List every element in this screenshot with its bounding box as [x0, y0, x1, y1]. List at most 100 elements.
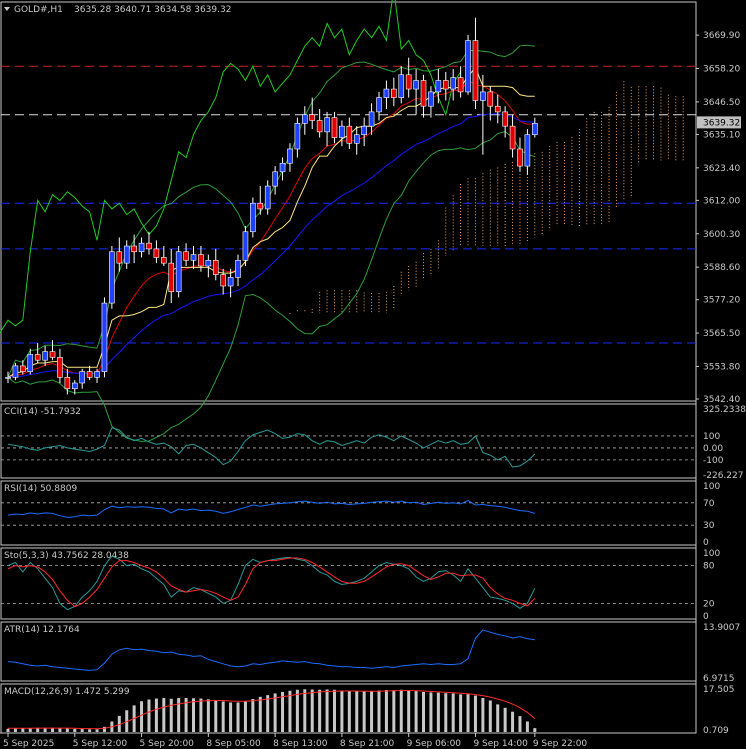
- candle[interactable]: [94, 371, 100, 378]
- candle[interactable]: [131, 245, 137, 253]
- candle[interactable]: [242, 231, 249, 261]
- candle[interactable]: [5, 377, 11, 379]
- rsi-tick-label: 70: [703, 499, 715, 509]
- candle[interactable]: [101, 302, 108, 372]
- candle[interactable]: [161, 257, 167, 264]
- price-tick-label: 3553.80: [703, 362, 740, 372]
- candles-group: [5, 17, 538, 395]
- candle[interactable]: [480, 91, 486, 101]
- candle[interactable]: [509, 125, 516, 150]
- candle[interactable]: [502, 111, 508, 127]
- candle[interactable]: [220, 274, 226, 287]
- candle[interactable]: [339, 125, 345, 138]
- macd-title: MACD(12,26,9) 1.472 5.299: [4, 687, 130, 697]
- sto-title: Sto(5,3,3) 43.7562 28.0438: [4, 551, 129, 561]
- candle[interactable]: [12, 365, 19, 378]
- chikou-span-line: [0, 0, 462, 333]
- candle[interactable]: [71, 382, 78, 390]
- candle[interactable]: [64, 377, 71, 390]
- rsi-line: [7, 500, 535, 518]
- candle[interactable]: [86, 371, 93, 378]
- candle[interactable]: [257, 202, 264, 210]
- candle[interactable]: [353, 134, 360, 144]
- candle[interactable]: [465, 40, 471, 93]
- candle[interactable]: [442, 80, 449, 90]
- sto-tick-label: 20: [703, 599, 715, 609]
- candle[interactable]: [435, 80, 442, 93]
- candle[interactable]: [57, 357, 63, 378]
- stochastic-main-line: [7, 555, 536, 611]
- candle[interactable]: [450, 77, 457, 90]
- candle[interactable]: [116, 251, 123, 264]
- candle[interactable]: [294, 123, 301, 150]
- candle[interactable]: [190, 254, 197, 261]
- candle[interactable]: [235, 259, 241, 278]
- candle[interactable]: [324, 117, 330, 133]
- candle[interactable]: [227, 277, 234, 287]
- candle[interactable]: [346, 125, 353, 144]
- candle[interactable]: [279, 162, 286, 173]
- ohlc-header: 3635.28 3640.71 3634.58 3639.32: [74, 5, 231, 15]
- candle[interactable]: [376, 97, 382, 113]
- candle[interactable]: [524, 134, 531, 167]
- candle[interactable]: [20, 365, 26, 372]
- candle[interactable]: [301, 114, 308, 124]
- cci-tick-label: 325.2338: [703, 405, 746, 415]
- candle[interactable]: [413, 80, 419, 90]
- candle[interactable]: [420, 80, 427, 107]
- candle[interactable]: [175, 251, 182, 292]
- candle[interactable]: [287, 148, 293, 164]
- candle[interactable]: [153, 248, 160, 258]
- time-axis-label: 5 Sep 20:00: [140, 739, 195, 749]
- current-price-label: 3639.32: [703, 118, 740, 128]
- price-tick-label: 3646.50: [703, 98, 740, 108]
- collapse-arrow-icon[interactable]: [4, 7, 10, 11]
- candle[interactable]: [183, 251, 189, 261]
- candle[interactable]: [198, 254, 204, 267]
- candle[interactable]: [316, 120, 323, 133]
- candle[interactable]: [212, 259, 219, 275]
- candle[interactable]: [272, 171, 278, 187]
- candle[interactable]: [457, 77, 464, 93]
- candle[interactable]: [27, 354, 34, 372]
- candle[interactable]: [383, 88, 390, 98]
- time-axis-label: 8 Sep 21:00: [340, 739, 395, 749]
- bollinger-upper-line: [7, 44, 535, 378]
- candle[interactable]: [361, 125, 367, 136]
- time-axis-label: 8 Sep 05:00: [206, 739, 261, 749]
- candle[interactable]: [391, 88, 397, 98]
- rsi-tick-label: 0: [703, 538, 709, 548]
- candle[interactable]: [532, 123, 538, 136]
- atr-tick-label: 13.9007: [703, 623, 740, 633]
- candle[interactable]: [49, 351, 56, 358]
- candle[interactable]: [368, 111, 375, 127]
- candle[interactable]: [205, 259, 212, 267]
- candle[interactable]: [123, 245, 130, 264]
- candle[interactable]: [487, 91, 494, 107]
- candle[interactable]: [331, 117, 338, 138]
- candle[interactable]: [34, 354, 41, 361]
- candle[interactable]: [138, 242, 145, 253]
- current-price-tag: [697, 116, 741, 129]
- candle[interactable]: [517, 148, 523, 167]
- candle[interactable]: [494, 105, 501, 113]
- candle[interactable]: [264, 185, 271, 210]
- candle[interactable]: [42, 351, 48, 361]
- candle[interactable]: [109, 251, 115, 304]
- ichimoku-cloud: [289, 81, 684, 315]
- candle[interactable]: [398, 74, 405, 98]
- atr-tick-label: 6.9715: [703, 674, 735, 684]
- candle[interactable]: [146, 242, 152, 250]
- candle[interactable]: [405, 74, 412, 90]
- cci-line: [7, 426, 536, 468]
- cci-tick-label: -100: [703, 456, 724, 466]
- candle[interactable]: [168, 262, 175, 292]
- candle[interactable]: [428, 91, 434, 107]
- candle[interactable]: [250, 202, 256, 233]
- rsi-tick-label: 100: [703, 482, 720, 492]
- candle[interactable]: [309, 114, 316, 121]
- candle[interactable]: [79, 371, 85, 384]
- candle[interactable]: [472, 40, 479, 101]
- time-axis-label: 5 Sep 12:00: [73, 739, 128, 749]
